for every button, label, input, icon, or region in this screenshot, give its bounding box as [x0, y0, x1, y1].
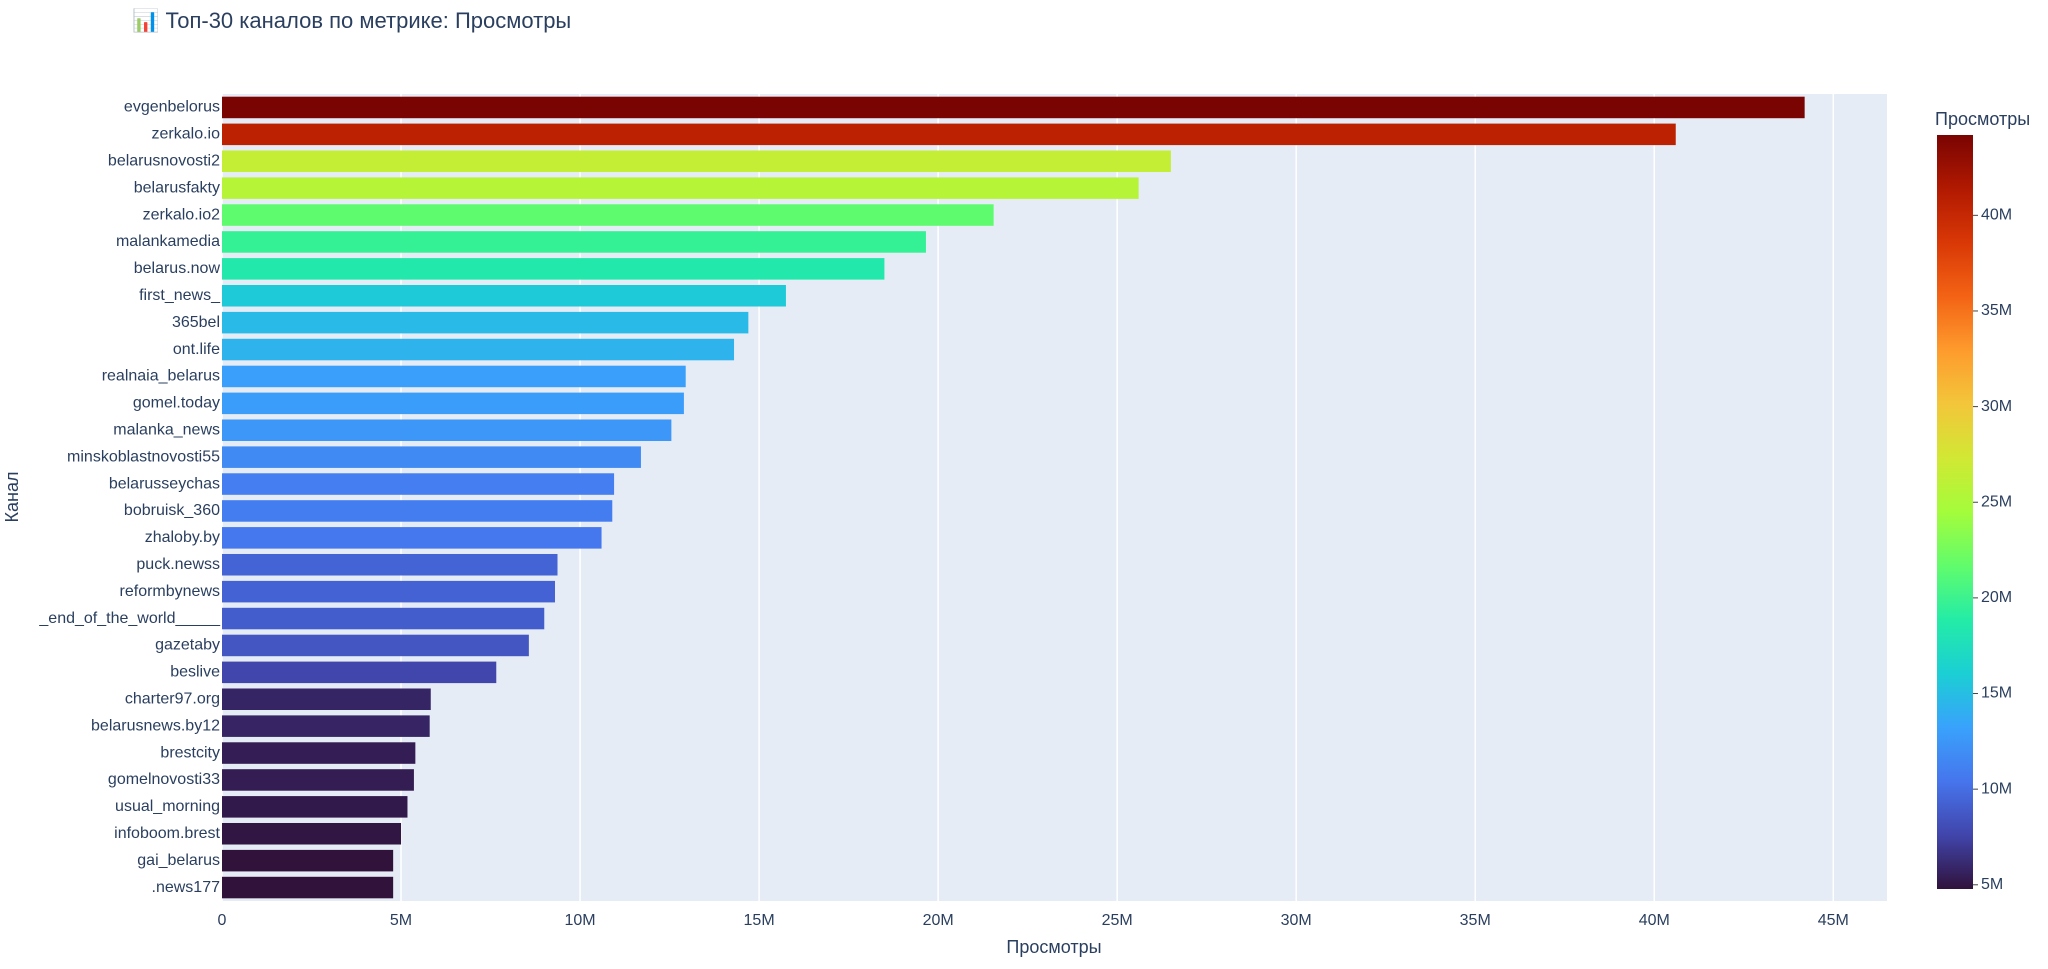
x-tick-label: 5M	[390, 912, 412, 929]
bar	[222, 177, 1139, 199]
x-tick-label: 20M	[923, 912, 954, 929]
x-axis-title: Просмотры	[1006, 937, 1101, 957]
y-tick-label: gomel.today	[133, 395, 220, 412]
bar	[222, 715, 430, 737]
bar	[222, 419, 672, 442]
y-tick-label: realnaia_belarus	[102, 368, 220, 385]
y-tick-label: malankamedia	[116, 233, 220, 250]
bar	[222, 769, 414, 791]
bar	[222, 661, 497, 684]
y-tick-label: usual_morning	[115, 798, 220, 815]
y-tick-label: first_news_	[139, 287, 221, 304]
x-tick-label: 0	[218, 912, 227, 929]
y-tick-label: belarusnews.by12	[91, 717, 220, 734]
bar	[222, 607, 545, 630]
bar	[222, 204, 994, 226]
bar	[222, 284, 786, 307]
colorbar-tick-label: 35M	[1981, 302, 2012, 319]
x-tick-label: 10M	[565, 912, 596, 929]
y-tick-label: malanka_news	[113, 421, 220, 438]
y-tick-label: minskoblastnovosti55	[67, 448, 220, 465]
x-tick-label: 40M	[1639, 912, 1670, 929]
x-tick-label: 25M	[1102, 912, 1133, 929]
bar	[222, 96, 1805, 119]
x-tick-label: 30M	[1281, 912, 1312, 929]
bar	[222, 150, 1171, 173]
x-tick-label: 35M	[1460, 912, 1491, 929]
y-tick-label: zerkalo.io	[152, 126, 221, 143]
bar	[222, 688, 431, 711]
colorbar-tick-label: 5M	[1981, 876, 2003, 893]
bar	[222, 634, 529, 657]
bar	[222, 392, 684, 415]
bar	[222, 258, 885, 280]
colorbar-tick-label: 20M	[1981, 589, 2012, 606]
y-tick-label: zerkalo.io2	[143, 206, 220, 223]
y-tick-label: belarusnovosti2	[108, 152, 220, 169]
bar	[222, 365, 686, 388]
y-tick-label: beslive	[170, 664, 220, 681]
colorbar-tick-label: 30M	[1981, 398, 2012, 415]
y-tick-label: zhaloby.by	[145, 529, 220, 546]
y-tick-label: .news177	[152, 879, 221, 896]
y-tick-label: reformbynews	[120, 583, 220, 600]
bar	[222, 527, 602, 549]
y-tick-label: _end_of_the_world_____	[38, 610, 221, 627]
bar	[222, 876, 394, 899]
y-tick-label: ont.life	[173, 341, 220, 358]
y-tick-label: brestcity	[160, 744, 220, 761]
y-tick-label: charter97.org	[125, 690, 220, 707]
bar	[222, 796, 408, 818]
bar	[222, 123, 1676, 146]
bar	[222, 311, 749, 334]
bar	[222, 231, 926, 253]
bar	[222, 580, 555, 603]
y-tick-label: belarusfakty	[134, 179, 220, 196]
colorbar-tick-label: 25M	[1981, 493, 2012, 510]
bar	[222, 500, 613, 522]
y-axis-title: Канал	[2, 472, 22, 523]
plot-area	[222, 94, 1887, 901]
bar	[222, 446, 641, 468]
bar	[222, 742, 416, 764]
chart-title: 📊 Топ-30 каналов по метрике: Просмотры	[132, 8, 571, 33]
y-tick-label: belarusseychas	[109, 475, 220, 492]
bar	[222, 473, 615, 495]
bar	[222, 338, 735, 361]
x-tick-label: 15M	[744, 912, 775, 929]
y-tick-label: bobruisk_360	[124, 502, 220, 519]
y-tick-label: gomelnovosti33	[108, 771, 220, 788]
y-tick-label: gai_belarus	[137, 852, 220, 869]
y-tick-label: infoboom.brest	[114, 825, 220, 842]
colorbar-title: Просмотры	[1935, 109, 2030, 129]
bar	[222, 822, 402, 845]
y-tick-label: 365bel	[172, 314, 220, 331]
bar	[222, 849, 394, 872]
y-tick-label: belarus.now	[134, 260, 221, 277]
x-tick-label: 45M	[1818, 912, 1849, 929]
y-tick-label: puck.newss	[136, 556, 220, 573]
colorbar-tick-label: 10M	[1981, 780, 2012, 797]
bar	[222, 553, 558, 576]
y-tick-label: evgenbelorus	[124, 99, 220, 116]
colorbar-tick-label: 40M	[1981, 207, 2012, 224]
colorbar	[1937, 135, 1973, 889]
y-tick-label: gazetaby	[155, 637, 220, 654]
colorbar-tick-label: 15M	[1981, 685, 2012, 702]
